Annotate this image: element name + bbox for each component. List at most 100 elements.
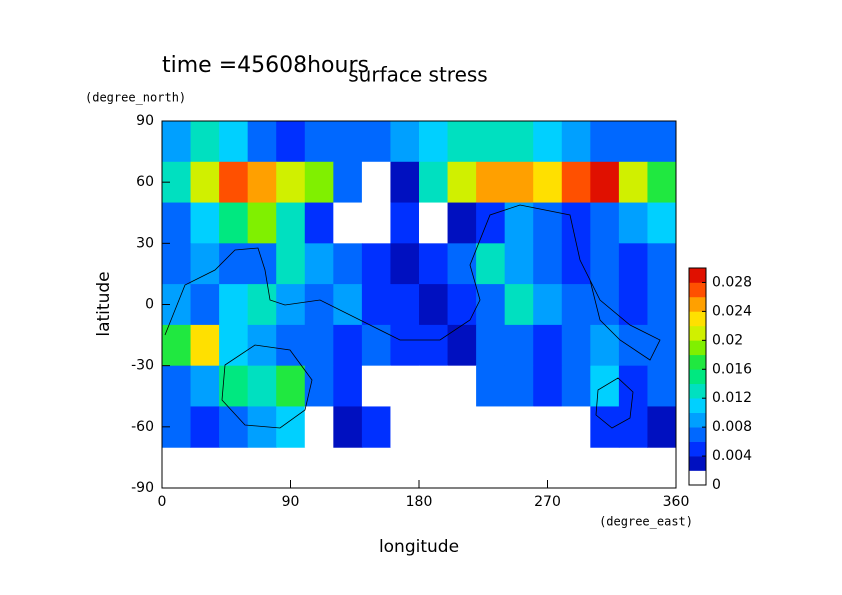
colorbar-tick-label: 0.024 [712, 303, 752, 319]
field-cell [361, 202, 391, 244]
field-cell [219, 121, 249, 163]
field-cell [590, 121, 620, 163]
field-cell [361, 161, 391, 204]
field-cell [618, 284, 648, 326]
field-cell [419, 406, 449, 448]
field-cell [419, 324, 449, 367]
field-cell [647, 365, 677, 407]
field-cell [247, 202, 277, 244]
field-cell [390, 284, 420, 326]
field-cell [419, 202, 449, 244]
field-cell [219, 243, 249, 285]
x-tick-label: 90 [282, 494, 300, 510]
field-cell [561, 202, 591, 244]
field-cell [219, 202, 249, 244]
field-cell [533, 324, 563, 367]
field-cell [476, 406, 506, 448]
field-cell [304, 243, 334, 285]
field-cell [276, 202, 306, 244]
field-cell [476, 284, 506, 326]
colorbar-swatch [689, 311, 706, 327]
field-cell [447, 121, 477, 163]
field-cell [361, 284, 391, 326]
y-tick-label: -90 [131, 480, 154, 496]
y-tick-label: -30 [131, 358, 154, 374]
field-cell [504, 202, 534, 244]
field-cell [447, 365, 477, 407]
chart-title: surface stress [348, 63, 487, 87]
field-cell [618, 324, 648, 367]
field-cell [476, 202, 506, 244]
field-cell [590, 284, 620, 326]
field-cell [476, 121, 506, 163]
y-unit: (degree_north) [85, 91, 186, 105]
field-cell [504, 406, 534, 448]
colorbar-tick-label: 0.012 [712, 390, 752, 406]
field-cell [504, 121, 534, 163]
field-cell [533, 365, 563, 407]
field-cell [304, 365, 334, 407]
field-cell [533, 121, 563, 163]
field-cell [190, 284, 220, 326]
colorbar-swatch [689, 268, 706, 283]
field-cell [219, 406, 249, 448]
field-cell [618, 161, 648, 204]
field-cell [561, 121, 591, 163]
y-axis-label: latitude [94, 271, 114, 336]
field-cell [618, 121, 648, 163]
field-cell [304, 161, 334, 204]
field-cell [476, 365, 506, 407]
field-cell [447, 161, 477, 204]
field-cell [647, 243, 677, 285]
x-tick-label: 270 [534, 494, 561, 510]
y-tick-label: 90 [136, 113, 154, 129]
field-cell [647, 202, 677, 244]
field-cell [190, 406, 220, 448]
field-cell [390, 121, 420, 163]
field-cell [561, 243, 591, 285]
field [162, 121, 677, 448]
y-tick-label: -60 [131, 419, 154, 435]
field-cell [247, 121, 277, 163]
field-cell [390, 243, 420, 285]
field-cell [276, 121, 306, 163]
field-cell [333, 243, 363, 285]
field-cell [190, 324, 220, 367]
field-cell [162, 365, 192, 407]
field-cell [618, 202, 648, 244]
field-cell [533, 406, 563, 448]
field-cell [390, 324, 420, 367]
coastline [595, 377, 634, 429]
colorbar-swatch [689, 282, 706, 298]
field-cell [476, 161, 506, 204]
field-cell [304, 406, 334, 448]
field-cell [162, 121, 192, 163]
field-cell [647, 121, 677, 163]
field-cell [419, 161, 449, 204]
colorbar-swatch [689, 441, 706, 457]
field-cell [504, 324, 534, 367]
colorbar-swatch [689, 383, 706, 399]
field-cell [504, 284, 534, 326]
field-cell [647, 324, 677, 367]
field-cell [276, 161, 306, 204]
field-cell [247, 243, 277, 285]
field-cell [447, 324, 477, 367]
field-cell [647, 406, 677, 448]
field-cell [561, 406, 591, 448]
field-cell [190, 121, 220, 163]
field-cell [504, 161, 534, 204]
colorbar-swatch [689, 325, 706, 341]
colorbar-swatch [689, 296, 706, 312]
colorbar-tick-label: 0 [712, 477, 721, 493]
field-cell [190, 365, 220, 407]
field-cell [590, 406, 620, 448]
field-cell [333, 161, 363, 204]
field-cell [333, 121, 363, 163]
field-cell [447, 284, 477, 326]
field-cell [361, 121, 391, 163]
field-cell [304, 121, 334, 163]
field-cell [276, 365, 306, 407]
